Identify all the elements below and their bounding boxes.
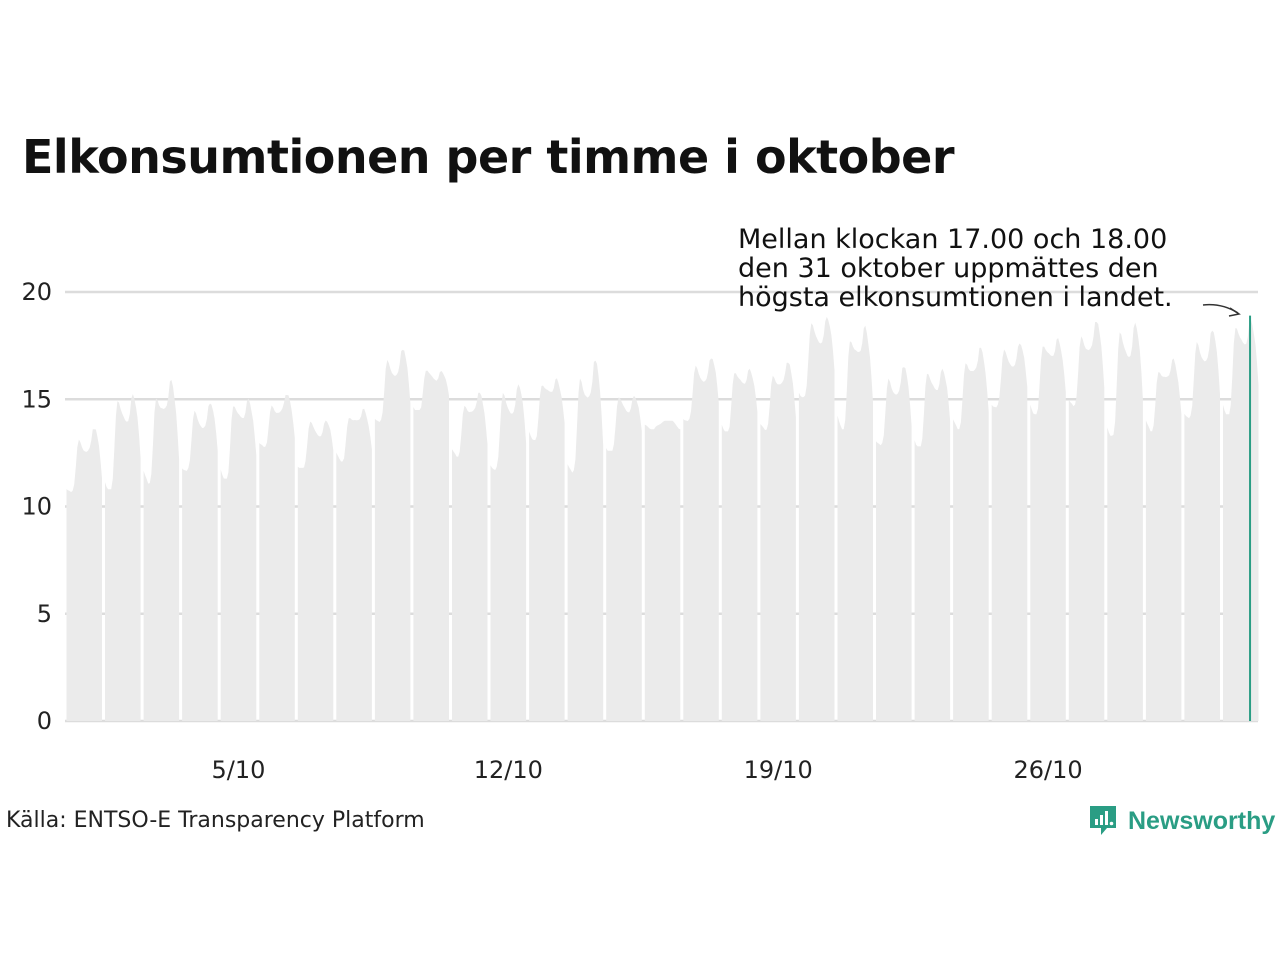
source-credit: Källa: ENTSO-E Transparency Platform [6,808,425,833]
day-area-26/10 [1030,338,1066,721]
day-area-17/10 [683,358,719,721]
annotation-arrowhead [1228,307,1241,317]
y-tick-label: 10 [21,493,52,521]
day-area-25/10 [991,343,1028,721]
newsworthy-logo-icon [1090,806,1116,835]
day-area-4/10 [182,403,218,721]
x-tick-label: 5/10 [212,756,266,784]
x-axis-ticks: 5/10 12/10 19/10 26/10 [212,756,1083,784]
day-area-14/10 [567,360,604,721]
day-area-31/10 [1223,319,1259,721]
day-area-19/10 [760,362,796,721]
day-area-8/10 [336,408,372,721]
y-tick-label: 0 [37,707,52,735]
y-axis-ticks: 0 5 10 15 20 [21,278,52,735]
brand-name: Newsworthy [1128,806,1276,835]
day-area-9/10 [374,349,411,721]
day-area-22/10 [876,367,912,721]
y-tick-label: 15 [21,385,52,413]
day-area-28/10 [1107,322,1143,721]
day-area-10/10 [413,370,449,721]
day-area-5/10 [220,398,257,721]
x-tick-label: 26/10 [1013,756,1082,784]
day-area-7/10 [297,420,334,721]
day-area-12/10 [490,384,527,721]
x-tick-label: 12/10 [474,756,543,784]
chart-title: Elkonsumtionen per timme i oktober [22,130,955,184]
hourly-consumption-area [66,315,1259,721]
day-area-23/10 [914,368,951,721]
day-area-24/10 [953,347,989,721]
annotation-line: Mellan klockan 17.00 och 18.00 [738,224,1167,255]
day-area-27/10 [1068,322,1105,721]
day-area-6/10 [259,395,295,721]
annotation-line: den 31 oktober uppmättes den [738,253,1159,284]
day-area-13/10 [529,378,565,721]
annotation-line: högsta elkonsumtionen i landet. [738,282,1173,313]
day-area-29/10 [1145,358,1182,721]
annotation-arrow [1202,303,1239,314]
day-area-30/10 [1184,330,1220,721]
day-area-20/10 [798,316,835,721]
day-area-11/10 [452,392,488,721]
day-area-3/10 [143,379,180,721]
day-area-15/10 [606,395,642,721]
x-tick-label: 19/10 [744,756,813,784]
day-area-2/10 [105,394,141,721]
day-area-16/10 [644,420,681,721]
y-tick-label: 5 [37,600,52,628]
day-area-21/10 [837,325,873,721]
y-tick-label: 20 [21,278,52,306]
day-area-1/10 [66,429,102,721]
day-area-18/10 [721,368,758,721]
newsworthy-brand[interactable]: Newsworthy [1088,804,1275,838]
